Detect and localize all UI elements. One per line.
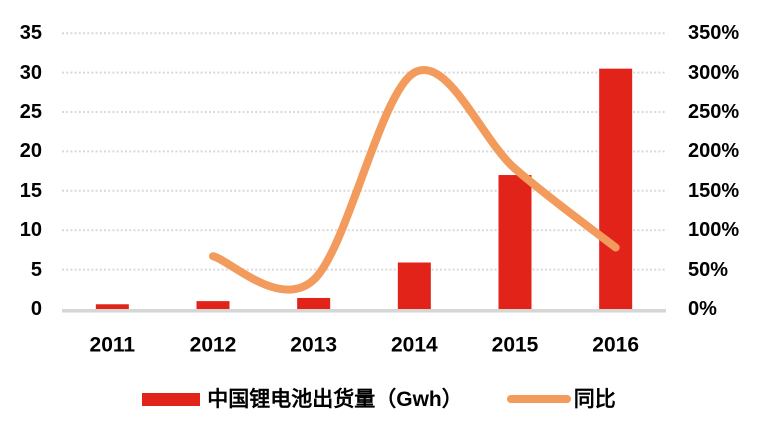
bar-2012	[196, 301, 230, 309]
x-label-2012: 2012	[189, 333, 237, 357]
legend: 中国锂电池出货量（Gwh） 同比	[0, 385, 758, 413]
x-label-2015: 2015	[491, 333, 539, 357]
left-tick-30: 30	[19, 61, 42, 84]
left-tick-35: 35	[19, 22, 42, 45]
right-tick-250pct: 250%	[688, 101, 740, 123]
bar-2016	[599, 68, 633, 309]
bar-2014	[397, 262, 431, 309]
left-tick-5: 5	[30, 258, 42, 281]
x-label-2013: 2013	[290, 333, 338, 357]
left-tick-25: 25	[19, 101, 42, 123]
x-label-2016: 2016	[592, 333, 640, 357]
line-series-label: 同比	[573, 387, 616, 411]
x-label-2014: 2014	[390, 333, 438, 357]
bar-2015	[498, 175, 532, 309]
left-tick-20: 20	[19, 140, 42, 163]
left-tick-10: 10	[19, 219, 42, 242]
right-tick-100pct: 100%	[688, 219, 740, 242]
right-tick-150pct: 150%	[688, 179, 740, 202]
bar-series-swatch-icon	[142, 392, 201, 406]
right-tick-200pct: 200%	[688, 140, 740, 163]
bar-series-label: 中国锂电池出货量（Gwh）	[207, 387, 463, 411]
bar-2011	[95, 304, 129, 309]
x-label-2011: 2011	[89, 333, 136, 357]
yoy-line	[209, 66, 620, 294]
left-tick-0: 0	[30, 298, 42, 320]
right-tick-0pct: 0%	[688, 298, 717, 320]
bar-2013	[297, 297, 331, 309]
line-series-swatch-icon	[506, 395, 571, 403]
right-tick-300pct: 300%	[688, 61, 740, 84]
left-tick-15: 15	[19, 179, 42, 202]
right-tick-350pct: 350%	[688, 22, 740, 45]
right-tick-50pct: 50%	[688, 258, 729, 281]
